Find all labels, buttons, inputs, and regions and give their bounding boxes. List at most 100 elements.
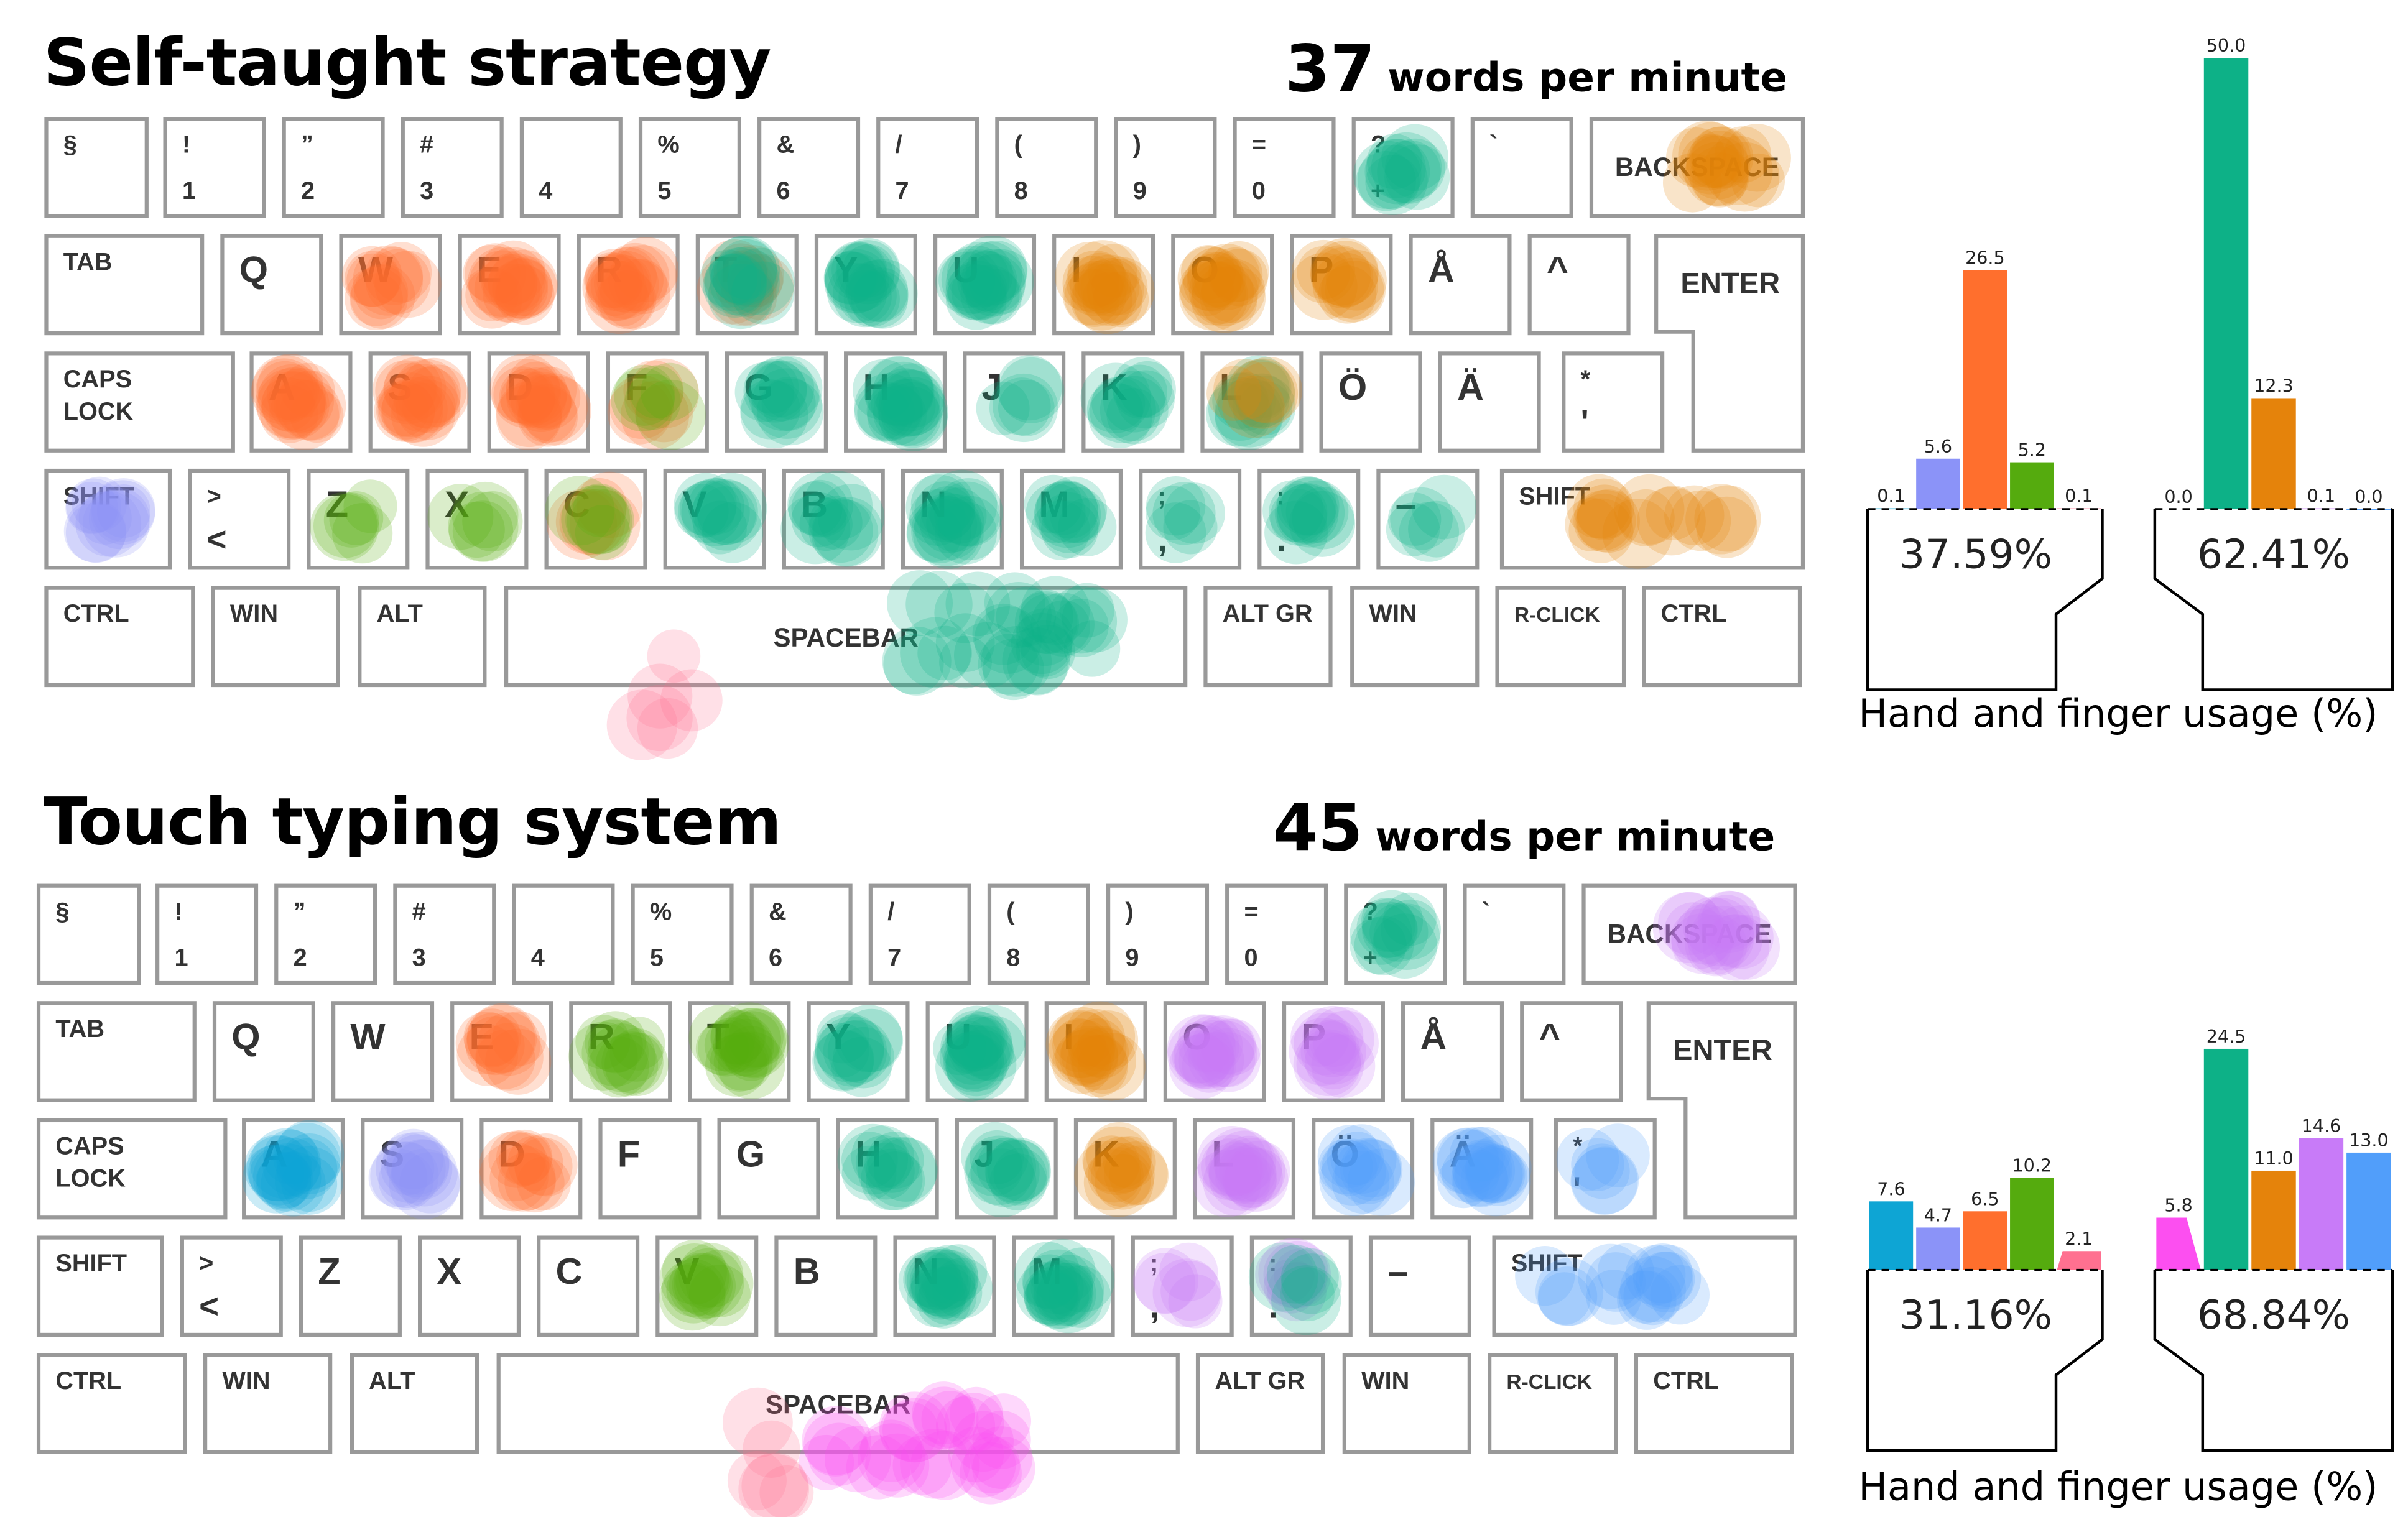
key-5[interactable]: %5 — [638, 117, 741, 218]
key-g[interactable]: G — [717, 1118, 820, 1220]
key-ctrl[interactable]: CTRL — [1634, 1353, 1794, 1454]
key-symbol[interactable]: ;, — [1131, 1235, 1234, 1337]
key-q[interactable]: Q — [220, 234, 323, 336]
key-u[interactable]: U — [925, 1001, 1029, 1102]
key-u[interactable]: U — [933, 234, 1037, 336]
key-symbol[interactable]: >< — [180, 1235, 283, 1337]
key-m[interactable]: M — [1012, 1235, 1115, 1337]
key-capslock[interactable]: CAPS LOCK — [36, 1118, 228, 1220]
key-alt-gr[interactable]: ALT GR — [1195, 1353, 1325, 1454]
key-c[interactable]: C — [537, 1235, 640, 1337]
key-k[interactable]: K — [1081, 351, 1185, 453]
key-symbol[interactable]: Ä — [1438, 351, 1541, 453]
key-j[interactable]: J — [963, 351, 1066, 453]
key-q[interactable]: Q — [212, 1001, 315, 1102]
key-o[interactable]: O — [1163, 1001, 1266, 1102]
key-f[interactable]: F — [598, 1118, 702, 1220]
key-p[interactable]: P — [1290, 234, 1393, 336]
key-symbol[interactable]: ?+ — [1351, 117, 1455, 218]
key-alt[interactable]: ALT — [358, 586, 487, 688]
key-spacebar[interactable]: SPACEBAR — [504, 586, 1188, 688]
key-7[interactable]: /7 — [868, 883, 971, 985]
key-shift[interactable]: SHIFT — [36, 1235, 164, 1337]
key-win[interactable]: WIN — [1350, 586, 1480, 688]
key-shift[interactable]: SHIFT — [44, 468, 172, 570]
key-p[interactable]: P — [1282, 1001, 1385, 1102]
key-tab[interactable]: TAB — [36, 1001, 197, 1102]
key-l[interactable]: L — [1192, 1118, 1296, 1220]
key-3[interactable]: #3 — [401, 117, 504, 218]
key-backspace[interactable]: BACKSPACE — [1581, 883, 1797, 985]
key-symbol[interactable]: >< — [188, 468, 291, 570]
key-h[interactable]: H — [844, 351, 947, 453]
key-backspace[interactable]: BACKSPACE — [1589, 117, 1805, 218]
key-symbol[interactable]: § — [36, 883, 141, 985]
key-4[interactable]: 4 — [512, 883, 615, 985]
key-shift[interactable]: SHIFT — [1499, 468, 1805, 570]
key-b[interactable]: B — [774, 1235, 878, 1337]
key-symbol[interactable]: *' — [1562, 351, 1665, 453]
key-m[interactable]: M — [1019, 468, 1123, 570]
key-symbol[interactable]: Å — [1401, 1001, 1504, 1102]
key-symbol[interactable]: § — [44, 117, 149, 218]
key-symbol[interactable]: :. — [1249, 1235, 1353, 1337]
key-enter[interactable]: ENTER — [1654, 234, 1805, 453]
key-s[interactable]: S — [361, 1118, 464, 1220]
key-symbol[interactable]: ` — [1470, 117, 1573, 218]
key-8[interactable]: (8 — [987, 883, 1090, 985]
key-6[interactable]: &6 — [757, 117, 861, 218]
key-symbol[interactable]: :. — [1257, 468, 1361, 570]
key-symbol[interactable]: Ö — [1312, 1118, 1415, 1220]
key-5[interactable]: %5 — [631, 883, 734, 985]
key-z[interactable]: Z — [307, 468, 410, 570]
key-h[interactable]: H — [836, 1118, 939, 1220]
key-9[interactable]: )9 — [1114, 117, 1217, 218]
key-r-click[interactable]: R-CLICK — [1495, 586, 1626, 688]
key-9[interactable]: )9 — [1106, 883, 1210, 985]
key-y[interactable]: Y — [814, 234, 917, 336]
key-a[interactable]: A — [249, 351, 353, 453]
key-win[interactable]: WIN — [203, 1353, 333, 1454]
key-alt[interactable]: ALT — [350, 1353, 479, 1454]
key-symbol[interactable]: *' — [1554, 1118, 1657, 1220]
key-i[interactable]: I — [1044, 1001, 1147, 1102]
key-y[interactable]: Y — [807, 1001, 910, 1102]
key-t[interactable]: T — [695, 234, 799, 336]
key-symbol[interactable]: – — [1368, 1235, 1471, 1337]
key-6[interactable]: &6 — [749, 883, 853, 985]
key-symbol[interactable]: ^ — [1520, 1001, 1623, 1102]
key-symbol[interactable]: – — [1376, 468, 1480, 570]
key-w[interactable]: W — [331, 1001, 435, 1102]
key-4[interactable]: 4 — [519, 117, 623, 218]
key-x[interactable]: X — [425, 468, 529, 570]
key-x[interactable]: X — [418, 1235, 521, 1337]
key-2[interactable]: ”2 — [282, 117, 385, 218]
key-v[interactable]: V — [663, 468, 766, 570]
key-e[interactable]: E — [450, 1001, 553, 1102]
key-o[interactable]: O — [1171, 234, 1274, 336]
key-0[interactable]: =0 — [1225, 883, 1328, 985]
key-a[interactable]: A — [242, 1118, 345, 1220]
key-n[interactable]: N — [901, 468, 1004, 570]
key-d[interactable]: D — [479, 1118, 583, 1220]
key-w[interactable]: W — [339, 234, 442, 336]
key-8[interactable]: (8 — [995, 117, 1098, 218]
key-ctrl[interactable]: CTRL — [44, 586, 195, 688]
key-symbol[interactable]: ` — [1463, 883, 1566, 985]
key-c[interactable]: C — [544, 468, 647, 570]
key-symbol[interactable]: Ö — [1319, 351, 1422, 453]
key-win[interactable]: WIN — [211, 586, 340, 688]
key-k[interactable]: K — [1073, 1118, 1177, 1220]
key-r-click[interactable]: R-CLICK — [1488, 1353, 1618, 1454]
key-7[interactable]: /7 — [876, 117, 979, 218]
key-b[interactable]: B — [782, 468, 885, 570]
key-n[interactable]: N — [893, 1235, 996, 1337]
key-symbol[interactable]: ?+ — [1344, 883, 1447, 985]
key-ctrl[interactable]: CTRL — [36, 1353, 187, 1454]
key-capslock[interactable]: CAPS LOCK — [44, 351, 235, 453]
key-shift[interactable]: SHIFT — [1492, 1235, 1797, 1337]
key-2[interactable]: ”2 — [274, 883, 377, 985]
key-i[interactable]: I — [1052, 234, 1155, 336]
key-symbol[interactable]: Å — [1409, 234, 1512, 336]
key-g[interactable]: G — [725, 351, 828, 453]
